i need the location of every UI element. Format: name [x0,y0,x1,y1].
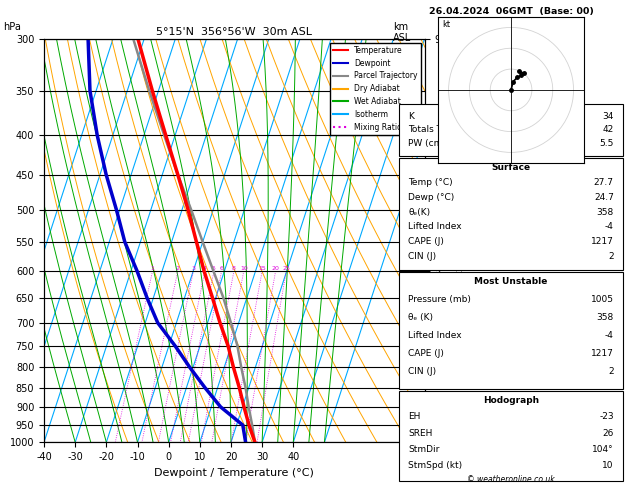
Text: StmSpd (kt): StmSpd (kt) [408,462,462,470]
Text: Lifted Index: Lifted Index [408,223,462,231]
Legend: Temperature, Dewpoint, Parcel Trajectory, Dry Adiabat, Wet Adiabat, Isotherm, Mi: Temperature, Dewpoint, Parcel Trajectory… [330,43,421,135]
Text: 5: 5 [212,266,216,271]
Text: 2: 2 [175,266,180,271]
Text: 358: 358 [596,208,614,217]
Text: Lifted Index: Lifted Index [408,331,462,340]
Text: 1005: 1005 [591,295,614,304]
Text: 26.04.2024  06GMT  (Base: 00): 26.04.2024 06GMT (Base: 00) [428,7,594,17]
Text: 42: 42 [603,125,614,134]
Text: Most Unstable: Most Unstable [474,277,548,286]
Text: PW (cm): PW (cm) [408,139,446,148]
Text: θₑ(K): θₑ(K) [408,208,430,217]
Bar [399,104,623,156]
Text: 1217: 1217 [591,237,614,246]
Text: SREH: SREH [408,429,433,438]
Text: Pressure (mb): Pressure (mb) [408,295,471,304]
Text: 5.5: 5.5 [599,139,614,148]
Text: CIN (J): CIN (J) [408,367,437,376]
Text: 8: 8 [232,266,236,271]
Text: hPa: hPa [3,22,21,32]
Text: EH: EH [408,413,421,421]
Title: 5°15'N  356°56'W  30m ASL: 5°15'N 356°56'W 30m ASL [156,27,313,37]
X-axis label: Dewpoint / Temperature (°C): Dewpoint / Temperature (°C) [154,468,314,478]
Text: 34: 34 [603,112,614,121]
Text: 1: 1 [150,266,155,271]
Text: © weatheronline.co.uk: © weatheronline.co.uk [467,474,555,484]
Text: 15: 15 [259,266,266,271]
Text: 24.7: 24.7 [594,192,614,202]
Text: CAPE (J): CAPE (J) [408,237,444,246]
Text: 358: 358 [596,313,614,322]
Text: K: K [408,112,415,121]
Text: 26: 26 [603,429,614,438]
Text: 104°: 104° [592,445,614,454]
Text: 6: 6 [220,266,223,271]
Bar [399,272,623,389]
Text: 3: 3 [191,266,196,271]
Text: kt: kt [442,20,450,30]
Bar [399,158,623,270]
Text: 27.7: 27.7 [594,178,614,187]
Bar [399,391,623,481]
Text: km
ASL: km ASL [393,22,411,43]
Text: -23: -23 [599,413,614,421]
Text: CIN (J): CIN (J) [408,252,437,261]
Text: 25: 25 [282,266,290,271]
Text: StmDir: StmDir [408,445,440,454]
Text: 4: 4 [203,266,207,271]
Text: Surface: Surface [491,163,531,172]
Text: CAPE (J): CAPE (J) [408,349,444,358]
Text: Temp (°C): Temp (°C) [408,178,453,187]
Text: -4: -4 [605,223,614,231]
Text: 1217: 1217 [591,349,614,358]
Y-axis label: Mixing Ratio (g/kg): Mixing Ratio (g/kg) [455,194,465,287]
Text: 10: 10 [240,266,248,271]
Text: Hodograph: Hodograph [483,396,539,405]
Text: -4: -4 [605,331,614,340]
Text: 10: 10 [603,462,614,470]
Text: Dewp (°C): Dewp (°C) [408,192,455,202]
Text: 20: 20 [272,266,279,271]
Text: 2: 2 [608,252,614,261]
Text: Totals Totals: Totals Totals [408,125,463,134]
Text: θₑ (K): θₑ (K) [408,313,433,322]
Text: 2: 2 [608,367,614,376]
